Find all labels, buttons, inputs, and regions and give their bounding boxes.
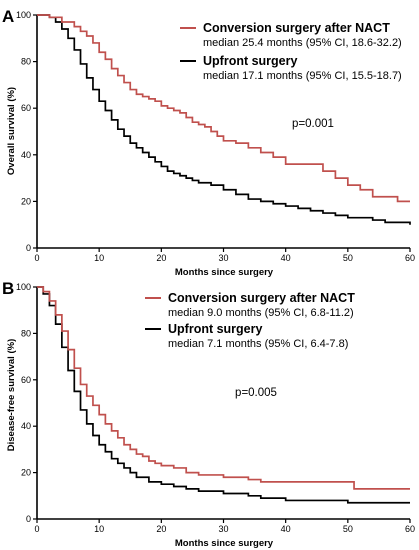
curves-a <box>37 14 411 225</box>
legend-a: Conversion surgery after NACT median 25.… <box>180 21 402 82</box>
x-tick-label: 10 <box>94 253 104 263</box>
legend-detail-upfront-b: median 7.1 months (95% CI, 6.4-7.8) <box>168 338 348 350</box>
y-tick-label: 20 <box>21 196 31 206</box>
y-tick-label: 60 <box>21 375 31 385</box>
y-axis-title-disease-free-survival: Disease-free survival (%) <box>6 339 17 451</box>
y-tick-label: 100 <box>16 282 31 292</box>
y-axis-title-overall-survival: Overall survival (%) <box>6 87 17 175</box>
p-value-a: p=0.001 <box>292 118 334 130</box>
y-tick-label: 100 <box>16 10 31 20</box>
x-tick-label: 40 <box>281 524 291 534</box>
disease-free-survival-panel: B Disease-free survival (%) Months since… <box>2 279 415 549</box>
x-axis-title-months: Months since surgery <box>175 267 274 278</box>
panel-letter-b: B <box>2 279 14 298</box>
y-tick-label: 20 <box>21 468 31 478</box>
axes-b: 0 20 40 60 80 100 0 10 20 30 40 50 60 <box>16 282 415 534</box>
overall-survival-panel: A Overall survival (%) Months since surg… <box>2 7 415 278</box>
y-tick-label: 0 <box>26 243 31 253</box>
x-tick-label: 50 <box>343 253 353 263</box>
legend-detail-upfront-a: median 17.1 months (95% CI, 15.5-18.7) <box>203 70 402 82</box>
y-tick-label: 80 <box>21 57 31 67</box>
x-tick-label: 20 <box>156 253 166 263</box>
legend-label-conversion-a: Conversion surgery after NACT <box>203 21 390 35</box>
y-tick-label: 40 <box>21 150 31 160</box>
x-tick-label: 60 <box>405 253 415 263</box>
x-tick-label: 20 <box>156 524 166 534</box>
x-tick-label: 30 <box>218 253 228 263</box>
y-tick-label: 80 <box>21 328 31 338</box>
axes-a: 0 20 40 60 80 100 0 10 20 30 40 50 60 <box>16 10 415 263</box>
legend-detail-conversion-b: median 9.0 months (95% CI, 6.8-11.2) <box>168 307 354 319</box>
y-tick-label: 0 <box>26 514 31 524</box>
x-tick-label: 0 <box>34 524 39 534</box>
x-axis-title-months: Months since surgery <box>175 538 274 549</box>
x-tick-label: 50 <box>343 524 353 534</box>
p-value-b: p=0.005 <box>235 387 277 399</box>
survival-curve-upfront-surgery <box>37 14 411 225</box>
survival-curve-conversion-surgery-after-nact <box>37 14 410 203</box>
x-tick-label: 0 <box>34 253 39 263</box>
legend-label-upfront-b: Upfront surgery <box>168 322 263 336</box>
panel-letter-a: A <box>2 7 14 26</box>
x-tick-label: 30 <box>218 524 228 534</box>
legend-b: Conversion surgery after NACT median 9.0… <box>145 291 355 350</box>
x-tick-label: 60 <box>405 524 415 534</box>
legend-label-upfront-a: Upfront surgery <box>203 54 298 68</box>
curves-b <box>37 286 410 504</box>
survival-curve-upfront-surgery <box>37 286 410 504</box>
survival-curve-conversion-surgery-after-nact <box>37 286 410 490</box>
legend-label-conversion-b: Conversion surgery after NACT <box>168 291 355 305</box>
y-tick-label: 60 <box>21 103 31 113</box>
y-tick-label: 40 <box>21 421 31 431</box>
x-tick-label: 40 <box>281 253 291 263</box>
legend-detail-conversion-a: median 25.4 months (95% CI, 18.6-32.2) <box>203 37 402 49</box>
x-tick-label: 10 <box>94 524 104 534</box>
